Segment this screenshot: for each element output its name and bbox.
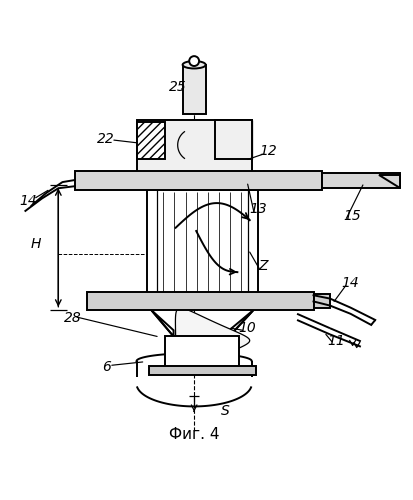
Bar bbox=[137, 122, 165, 160]
Polygon shape bbox=[176, 308, 250, 373]
Bar bbox=[313, 294, 330, 308]
Bar bbox=[183, 65, 206, 114]
Bar bbox=[215, 120, 252, 160]
Bar bbox=[75, 170, 322, 190]
Bar bbox=[137, 120, 252, 176]
Bar bbox=[147, 190, 258, 298]
Text: 28: 28 bbox=[64, 311, 82, 325]
Bar bbox=[137, 122, 165, 160]
Bar bbox=[165, 336, 240, 368]
Text: 25: 25 bbox=[169, 80, 187, 94]
Ellipse shape bbox=[183, 61, 206, 68]
Text: H: H bbox=[31, 237, 41, 251]
Polygon shape bbox=[151, 310, 173, 336]
Text: 14: 14 bbox=[342, 276, 359, 290]
Polygon shape bbox=[229, 310, 254, 336]
Text: 22: 22 bbox=[97, 132, 114, 146]
Text: 12: 12 bbox=[259, 144, 277, 158]
Text: 11: 11 bbox=[327, 334, 345, 347]
Bar bbox=[322, 172, 400, 188]
Text: Z: Z bbox=[259, 260, 268, 274]
Text: 14: 14 bbox=[20, 194, 38, 207]
Bar bbox=[87, 292, 313, 310]
Bar bbox=[149, 366, 256, 374]
Text: S: S bbox=[221, 404, 229, 418]
Text: 10: 10 bbox=[239, 321, 256, 335]
Circle shape bbox=[189, 56, 199, 66]
Text: Фиг. 4: Фиг. 4 bbox=[169, 427, 219, 442]
Text: 13: 13 bbox=[249, 202, 267, 216]
Polygon shape bbox=[380, 174, 400, 188]
Text: 6: 6 bbox=[102, 360, 112, 374]
Text: 15: 15 bbox=[344, 209, 361, 223]
